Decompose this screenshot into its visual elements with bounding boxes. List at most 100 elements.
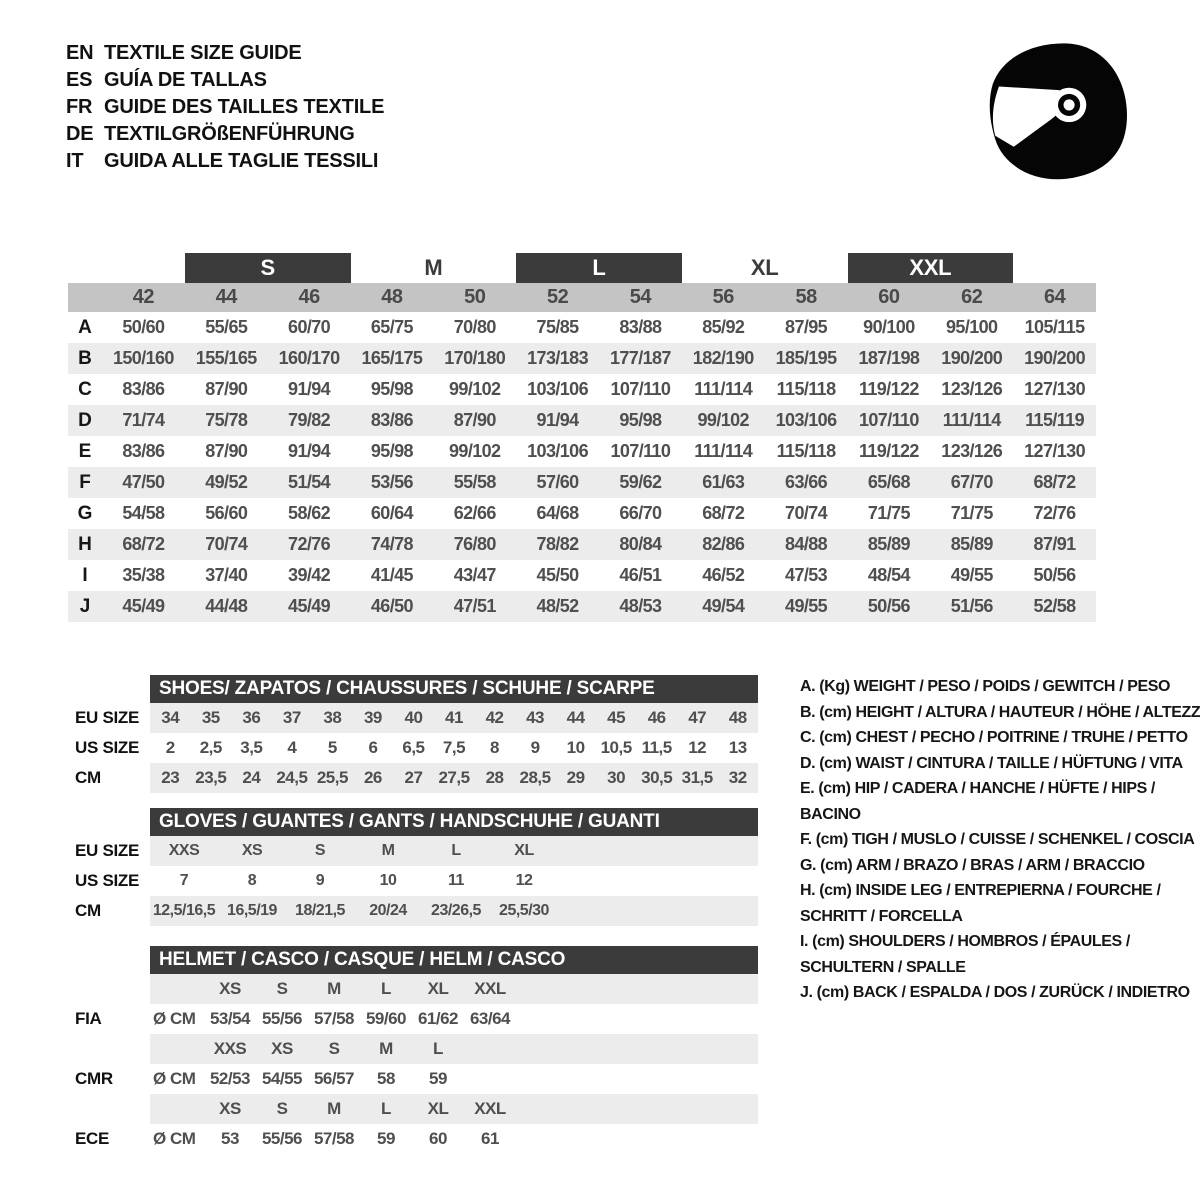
measurement-row-H: H 68/72 70/74 72/76 74/78 76/80 78/82 80/84 82/8… [68, 529, 1096, 560]
row-label-spacer [75, 1034, 150, 1064]
size-value-cell: 87/95 [785, 317, 828, 337]
numeric-size-row: 42 44 46 48 50 52 54 56 58 60 62 64 [68, 283, 1096, 312]
size-value-cell: 41/45 [370, 565, 414, 585]
size-value-cell: 66/70 [619, 503, 662, 523]
size-value-cell: 115/118 [776, 441, 836, 461]
helmet-size-cell: XL [427, 1099, 449, 1118]
helmet-value-cell: 61/62 [417, 1009, 459, 1028]
size-cell: 25,5 [316, 768, 349, 787]
row-values: Ø CM 53/54 55/56 57/58 59/60 61/62 63/64 [150, 1004, 758, 1034]
helmet-size-table: HELMET / CASCO / CASQUE / HELM / CASCO X… [75, 946, 758, 1154]
table-row: EU SIZE 34 35 36 37 38 39 40 41 42 43 44 45 46 47 48 [75, 703, 758, 733]
helmet-size-cell: XS [219, 979, 241, 998]
row-values: XXS XS S M L [150, 1034, 758, 1064]
size-number-cell: 56 [712, 286, 735, 308]
size-cell: 29 [566, 768, 585, 787]
row-letter: C [78, 379, 92, 400]
size-value-cell: 55/58 [453, 472, 497, 492]
measurement-row-D: D 71/74 75/78 79/82 83/86 87/90 91/94 95/98 99/1… [68, 405, 1096, 436]
size-value-cell: 46/51 [619, 565, 662, 585]
size-value-cell: 91/94 [288, 441, 331, 461]
row-values: 12,5/16,5 16,5/19 18/21,5 20/24 23/26,5 25,5/… [150, 896, 758, 926]
measurement-row-I: I 35/38 37/40 39/42 41/45 43/47 45/50 46/51 46/5… [68, 560, 1096, 591]
size-value-cell: 87/90 [205, 379, 248, 399]
language-row: FR GUIDE DES TAILLES TEXTILE [66, 94, 384, 121]
size-value-cell: 107/110 [610, 441, 671, 461]
size-cell: 11,5 [641, 738, 673, 757]
language-row: ES GUÍA DE TALLAS [66, 67, 384, 94]
size-band-xl: XL [750, 255, 779, 280]
size-cell: 39 [363, 708, 382, 727]
size-value-cell: 127/130 [1024, 441, 1086, 461]
unit-spacer-cell [150, 1034, 204, 1064]
size-value-cell: 75/85 [536, 317, 580, 337]
legend-item: J. (cm) BACK / ESPALDA / DOS / ZURÜCK / … [800, 984, 1190, 1001]
language-title: TEXTILE SIZE GUIDE [104, 42, 302, 64]
size-cell: 24,5 [276, 768, 308, 787]
size-value-cell: 76/80 [453, 534, 497, 554]
size-value-cell: 107/110 [858, 410, 919, 430]
size-value-cell: 58/62 [288, 503, 331, 523]
helmet-size-cell: S [276, 1099, 288, 1118]
size-cell: 48 [728, 708, 747, 727]
size-value-cell: 52/58 [1033, 596, 1077, 616]
size-value-cell: 182/190 [692, 348, 754, 368]
size-value-cell: 39/42 [288, 565, 331, 585]
table-row: US SIZE 7 8 9 10 11 12 [75, 866, 758, 896]
helmet-table-title: HELMET / CASCO / CASQUE / HELM / CASCO [150, 946, 758, 974]
legend-item: C. (cm) CHEST / PECHO / POITRINE / TRUHE… [800, 729, 1188, 746]
size-value-cell: 177/187 [609, 348, 671, 368]
row-values: XS S M L XL XXL [150, 1094, 758, 1124]
helmet-size-cell: L [433, 1039, 443, 1058]
helmet-value-cell: 61 [481, 1129, 499, 1148]
size-value-cell: 65/75 [370, 317, 414, 337]
helmet-value-cell: 58 [377, 1069, 395, 1088]
size-cell: 32 [728, 768, 747, 787]
size-value-cell: 46/52 [702, 565, 745, 585]
diameter-unit-cell: Ø CM [153, 1069, 196, 1088]
table-row: CM 23 23,5 24 24,5 25,5 26 27 27,5 28 28,5 29 30 30,5… [75, 763, 758, 793]
size-value-cell: 59/62 [619, 472, 662, 492]
size-cell: 7,5 [442, 738, 466, 757]
size-value-cell: 47/51 [453, 596, 497, 616]
helmet-sizes-row: XS S M L XL XXL [75, 1094, 758, 1124]
helmet-sizes-row: XS S M L XL XXL [75, 974, 758, 1004]
measurement-row-C: C 83/86 87/90 91/94 95/98 99/102 103/106 107/11… [68, 374, 1096, 405]
size-value-cell: 83/86 [370, 410, 414, 430]
helmet-size-cell: XXS [213, 1039, 247, 1058]
measurement-rows: A 50/60 55/65 60/70 65/75 70/80 75/85 83/88 85/9… [68, 312, 1096, 622]
helmet-size-cell: S [328, 1039, 340, 1058]
measurement-row-J: J 45/49 44/48 45/49 46/50 47/51 48/52 48/53 49/5… [68, 591, 1096, 622]
language-row: DE TEXTILGRÖßENFÜHRUNG [66, 121, 384, 148]
size-value-cell: 99/102 [697, 410, 750, 430]
unit-spacer-cell [150, 1094, 204, 1124]
row-label-spacer [75, 1094, 150, 1124]
size-value-cell: 83/86 [122, 379, 165, 399]
helmet-size-cell: XXL [474, 979, 506, 998]
legend-item: A. (Kg) WEIGHT / PESO / POIDS / GEWITCH … [800, 678, 1171, 695]
size-cell: 35 [201, 708, 220, 727]
size-cell: 38 [323, 708, 342, 727]
size-value-cell: 51/56 [950, 596, 994, 616]
helmet-standard-label: CMR [75, 1069, 113, 1088]
size-value-cell: 87/91 [1033, 534, 1077, 554]
size-number-cell: 48 [381, 286, 403, 308]
helmet-value-cell: 59 [429, 1069, 447, 1088]
legend-item: B. (cm) HEIGHT / ALTURA / HAUTEUR / HÖHE… [800, 703, 1200, 721]
size-value-cell: 105/115 [1024, 317, 1085, 337]
size-cell: 20/24 [369, 902, 407, 919]
size-value-cell: 71/74 [122, 410, 165, 430]
racing-helmet-icon [978, 33, 1138, 199]
unit-spacer-cell [150, 974, 204, 1004]
size-value-cell: 155/165 [195, 348, 257, 368]
size-cell: 4 [287, 738, 297, 757]
gloves-table-title: GLOVES / GUANTES / GANTS / HANDSCHUHE / … [150, 808, 758, 836]
size-band-row: S M L XL XXL [68, 253, 1096, 283]
size-value-cell: 85/89 [950, 534, 994, 554]
helmet-value-cell: 53/54 [209, 1009, 251, 1028]
size-value-cell: 56/60 [205, 503, 248, 523]
size-cell: 12 [515, 872, 533, 889]
size-number-cell: 46 [298, 286, 320, 308]
helmet-value-cell: 59 [377, 1129, 395, 1148]
size-cell: 27 [404, 768, 423, 787]
